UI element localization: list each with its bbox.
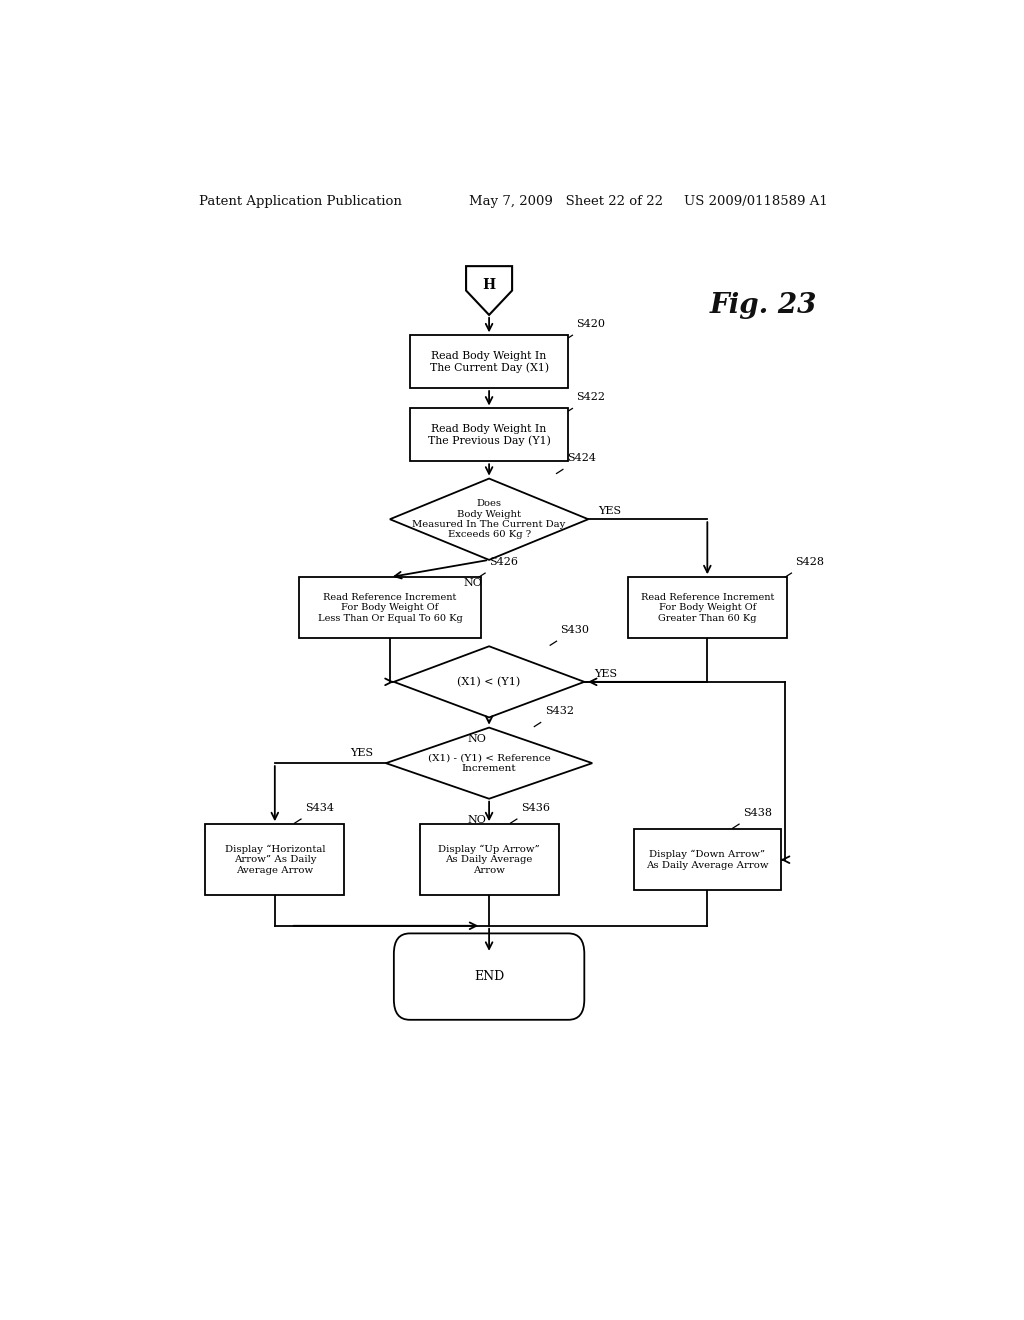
Text: Display “Down Arrow”
As Daily Average Arrow: Display “Down Arrow” As Daily Average Ar…: [646, 850, 769, 870]
Text: NO: NO: [464, 578, 482, 589]
Text: S430: S430: [560, 626, 590, 635]
Text: May 7, 2009   Sheet 22 of 22: May 7, 2009 Sheet 22 of 22: [469, 194, 664, 207]
Text: NO: NO: [468, 734, 486, 743]
FancyBboxPatch shape: [394, 933, 585, 1020]
Text: END: END: [474, 970, 504, 983]
FancyBboxPatch shape: [634, 829, 780, 890]
Text: Fig. 23: Fig. 23: [710, 292, 816, 319]
Text: Display “Up Arrow”
As Daily Average
Arrow: Display “Up Arrow” As Daily Average Arro…: [438, 845, 540, 875]
Text: S424: S424: [567, 453, 596, 463]
Text: Read Reference Increment
For Body Weight Of
Greater Than 60 Kg: Read Reference Increment For Body Weight…: [641, 593, 774, 623]
Text: US 2009/0118589 A1: US 2009/0118589 A1: [684, 194, 827, 207]
Text: Read Body Weight In
The Current Day (X1): Read Body Weight In The Current Day (X1): [429, 351, 549, 372]
FancyBboxPatch shape: [420, 824, 558, 895]
Text: Does
Body Weight
Measured In The Current Day
Exceeds 60 Kg ?: Does Body Weight Measured In The Current…: [413, 499, 565, 540]
Text: S428: S428: [796, 557, 824, 568]
Text: S422: S422: [577, 392, 605, 403]
Text: (X1) < (Y1): (X1) < (Y1): [458, 677, 521, 686]
Polygon shape: [386, 727, 592, 799]
Polygon shape: [390, 479, 588, 560]
FancyBboxPatch shape: [410, 408, 568, 461]
Polygon shape: [466, 267, 512, 315]
Text: S436: S436: [521, 803, 550, 813]
Text: S420: S420: [577, 319, 605, 329]
Text: NO: NO: [468, 814, 486, 825]
FancyBboxPatch shape: [299, 577, 481, 638]
Text: S426: S426: [489, 557, 518, 568]
FancyBboxPatch shape: [206, 824, 344, 895]
FancyBboxPatch shape: [410, 335, 568, 388]
Text: S434: S434: [305, 803, 334, 813]
Text: Read Body Weight In
The Previous Day (Y1): Read Body Weight In The Previous Day (Y1…: [428, 424, 551, 446]
Text: H: H: [482, 279, 496, 293]
Text: S438: S438: [743, 808, 772, 818]
Text: Patent Application Publication: Patent Application Publication: [200, 194, 402, 207]
Polygon shape: [394, 647, 585, 718]
Text: YES: YES: [598, 506, 621, 516]
Text: YES: YES: [594, 669, 617, 678]
Text: Display “Horizontal
Arrow” As Daily
Average Arrow: Display “Horizontal Arrow” As Daily Aver…: [224, 845, 325, 875]
Text: YES: YES: [350, 748, 374, 758]
FancyBboxPatch shape: [628, 577, 786, 638]
Text: S432: S432: [545, 706, 573, 717]
Text: Read Reference Increment
For Body Weight Of
Less Than Or Equal To 60 Kg: Read Reference Increment For Body Weight…: [317, 593, 462, 623]
Text: (X1) - (Y1) < Reference
Increment: (X1) - (Y1) < Reference Increment: [428, 754, 551, 772]
